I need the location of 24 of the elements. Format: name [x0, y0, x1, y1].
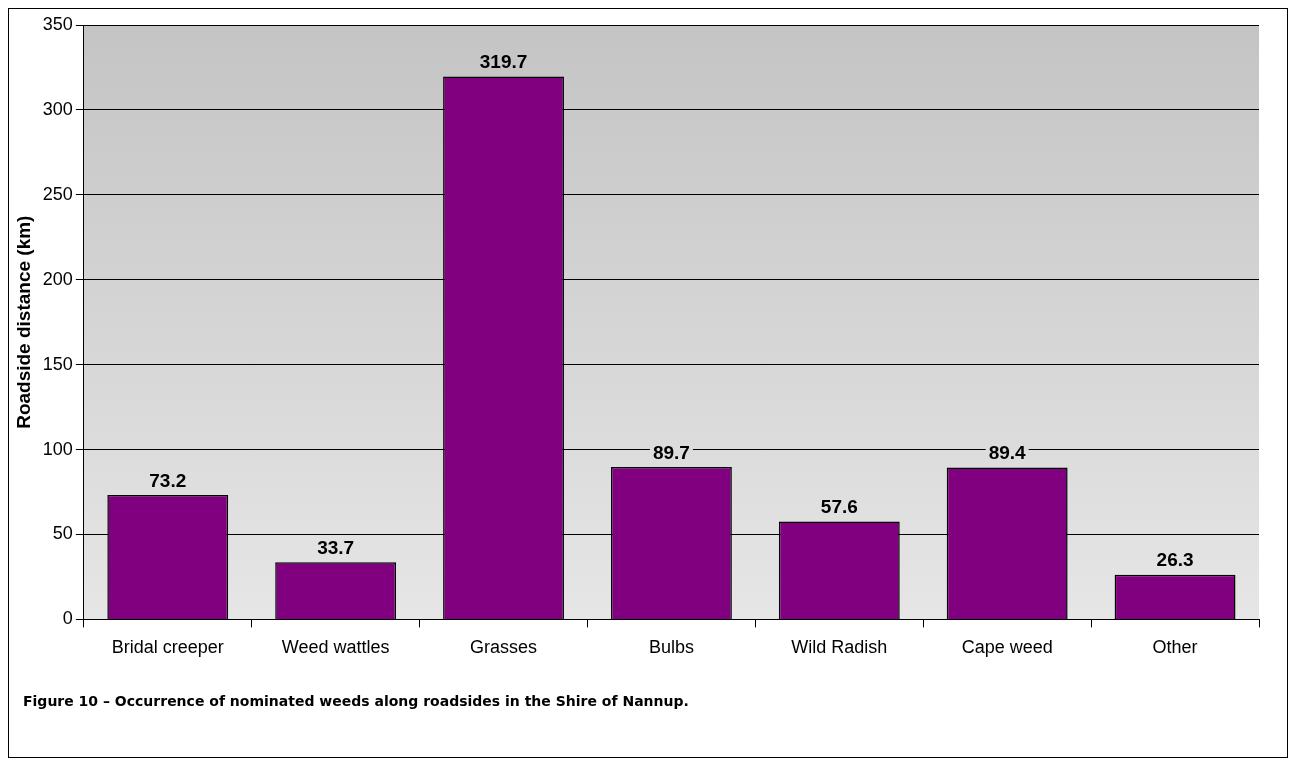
x-tick-label: Cape weed	[961, 637, 1053, 658]
y-tick-label: 300	[42, 98, 73, 119]
data-label: 57.6	[820, 496, 858, 518]
data-label: 33.7	[317, 536, 355, 558]
y-tick-label: 250	[42, 183, 73, 204]
caption: Figure 10 – Occurrence of nominated weeds along roadsides in the Shire of Nannup.	[23, 693, 690, 709]
y-tick-label: 100	[42, 438, 73, 459]
y-tick-label: 50	[52, 523, 73, 544]
y-tick-label: 150	[42, 353, 73, 374]
y-tick-label: 350	[42, 13, 73, 34]
x-tick-label: Wild Radish	[791, 637, 888, 658]
y-tick-label: 0	[62, 608, 73, 629]
y-tick-label: 200	[42, 268, 73, 289]
x-tick-label: Bridal creeper	[111, 637, 224, 658]
x-tick-label: Bulbs	[648, 637, 694, 658]
y-axis-title: Roadside distance (km)	[12, 215, 34, 429]
data-label: 26.3	[1156, 549, 1194, 571]
x-tick-label: Weed wattles	[281, 637, 390, 658]
data-label: 89.4	[988, 442, 1027, 464]
data-label: 73.2	[149, 469, 187, 491]
data-label: 89.7	[652, 441, 690, 463]
x-tick-label: Other	[1152, 637, 1198, 658]
data-label: 319.7	[479, 51, 528, 73]
x-tick-label: Grasses	[470, 637, 538, 658]
